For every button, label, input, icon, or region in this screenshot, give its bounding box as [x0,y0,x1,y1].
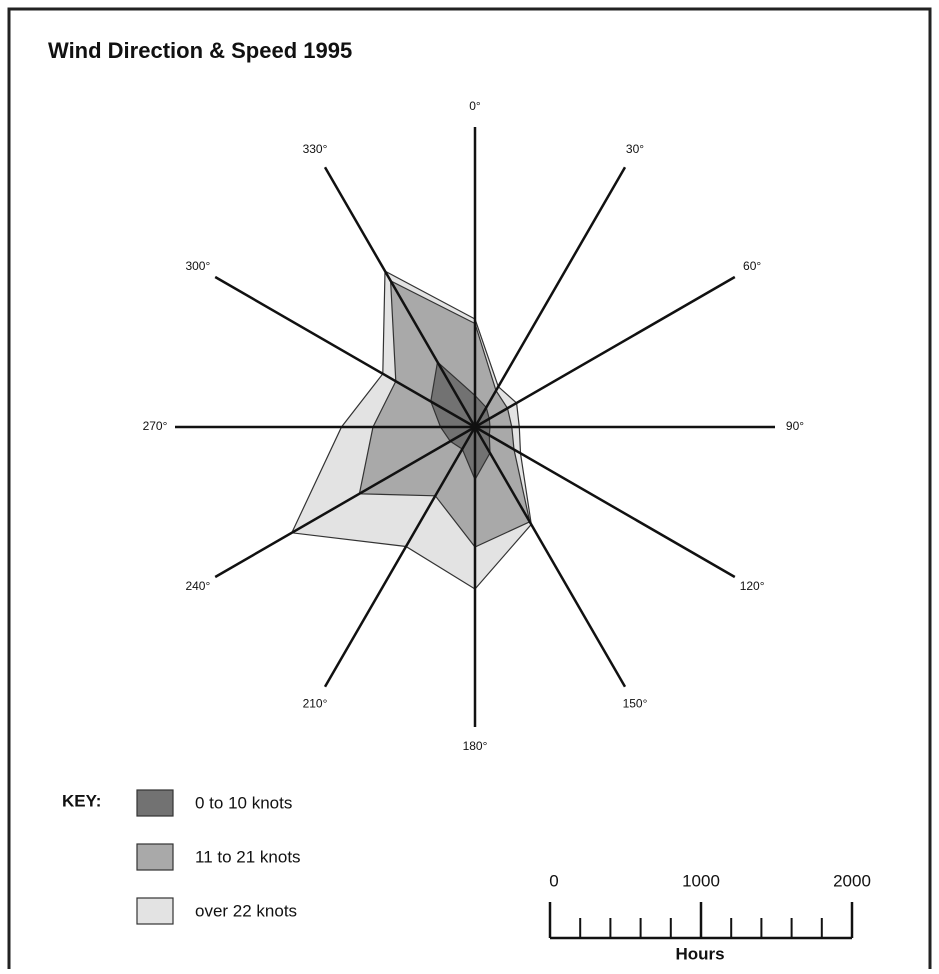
spoke [474,425,736,579]
spoke [214,425,476,579]
spoke [473,426,627,688]
direction-label: 90° [786,419,804,433]
direction-label: 120° [740,579,765,593]
scale-tick-label: 0 [549,871,558,890]
spoke [474,275,736,429]
direction-label: 270° [143,419,168,433]
chart-title: Wind Direction & Speed 1995 [48,38,352,63]
direction-label: 0° [469,99,481,113]
legend-label: 0 to 10 knots [195,793,292,812]
legend-title: KEY: [62,791,101,810]
direction-label: 180° [463,739,488,753]
direction-label: 300° [185,259,210,273]
direction-label: 150° [623,696,648,710]
direction-label: 30° [626,142,644,156]
direction-label: 330° [303,142,328,156]
legend-swatch [136,897,174,925]
scale-tick-label: 1000 [682,871,720,890]
legend-swatch [136,789,174,817]
spoke [323,166,477,428]
direction-label: 210° [303,696,328,710]
legend-label: 11 to 21 knots [195,847,301,866]
scale-tick-label: 2000 [833,871,871,890]
spoke [473,166,627,428]
spoke [323,426,477,688]
legend-label: over 22 knots [195,901,297,920]
direction-label: 240° [185,579,210,593]
legend-swatch [136,843,174,871]
direction-label: 60° [743,259,761,273]
spoke [214,275,476,429]
scale-label: Hours [675,944,724,963]
